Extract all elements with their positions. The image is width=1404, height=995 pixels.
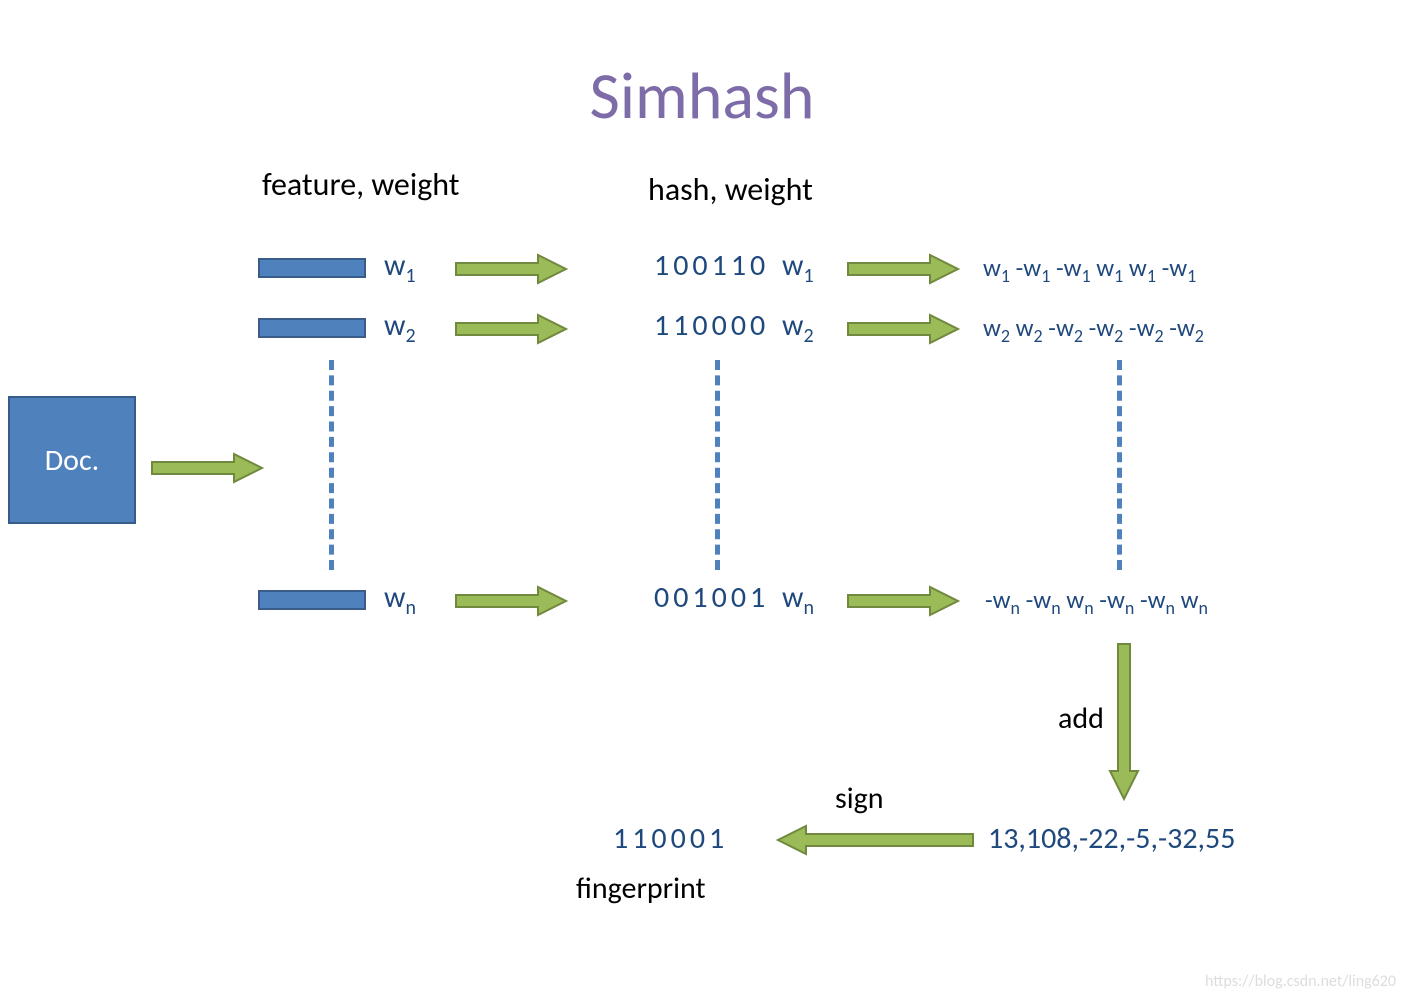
arrow-sign-left — [778, 824, 973, 856]
heading-hash: hash, weight — [648, 170, 813, 209]
weight-label-1b: w1 — [782, 247, 814, 288]
dash-col-3 — [1117, 360, 1122, 570]
feature-bar-n — [258, 590, 366, 610]
vector-1: w1 -w1 -w1 w1 w1 -w1 — [983, 252, 1196, 287]
doc-label: Doc. — [45, 442, 100, 479]
page-title: Simhash — [0, 55, 1404, 136]
fingerprint-value: 110001 — [613, 820, 728, 857]
arrow-hash-vec-2 — [848, 313, 958, 345]
doc-box: Doc. — [8, 396, 136, 524]
sum-vector: 13,108,-22,-5,-32,55 — [988, 820, 1235, 857]
dash-col-1 — [329, 360, 334, 570]
vector-n: -wn -wn wn -wn -wn wn — [985, 584, 1208, 619]
weight-label-2: w2 — [384, 307, 416, 348]
heading-feature: feature, weight — [262, 165, 459, 204]
feature-bar-1 — [258, 258, 366, 278]
watermark: https://blog.csdn.net/ling620 — [1205, 972, 1396, 991]
arrow-hash-vec-1 — [848, 253, 958, 285]
weight-label-n: wn — [384, 579, 416, 620]
dash-col-2 — [715, 360, 720, 570]
hash-n: 001001 — [654, 579, 769, 616]
arrow-add-down — [1108, 644, 1140, 799]
fingerprint-label: fingerprint — [576, 870, 706, 907]
arrow-feat-hash-2 — [456, 313, 566, 345]
weight-label-1: w1 — [384, 247, 416, 288]
feature-bar-2 — [258, 318, 366, 338]
weight-label-nb: wn — [782, 579, 814, 620]
weight-label-2b: w2 — [782, 307, 814, 348]
hash-2: 110000 — [654, 307, 769, 344]
arrow-feat-hash-n — [456, 585, 566, 617]
vector-2: w2 w2 -w2 -w2 -w2 -w2 — [983, 312, 1204, 347]
sign-label: sign — [835, 780, 884, 817]
hash-1: 100110 — [654, 247, 769, 284]
arrow-hash-vec-n — [848, 585, 958, 617]
add-label: add — [1058, 700, 1104, 737]
arrow-doc-to-features — [152, 452, 262, 484]
arrow-feat-hash-1 — [456, 253, 566, 285]
